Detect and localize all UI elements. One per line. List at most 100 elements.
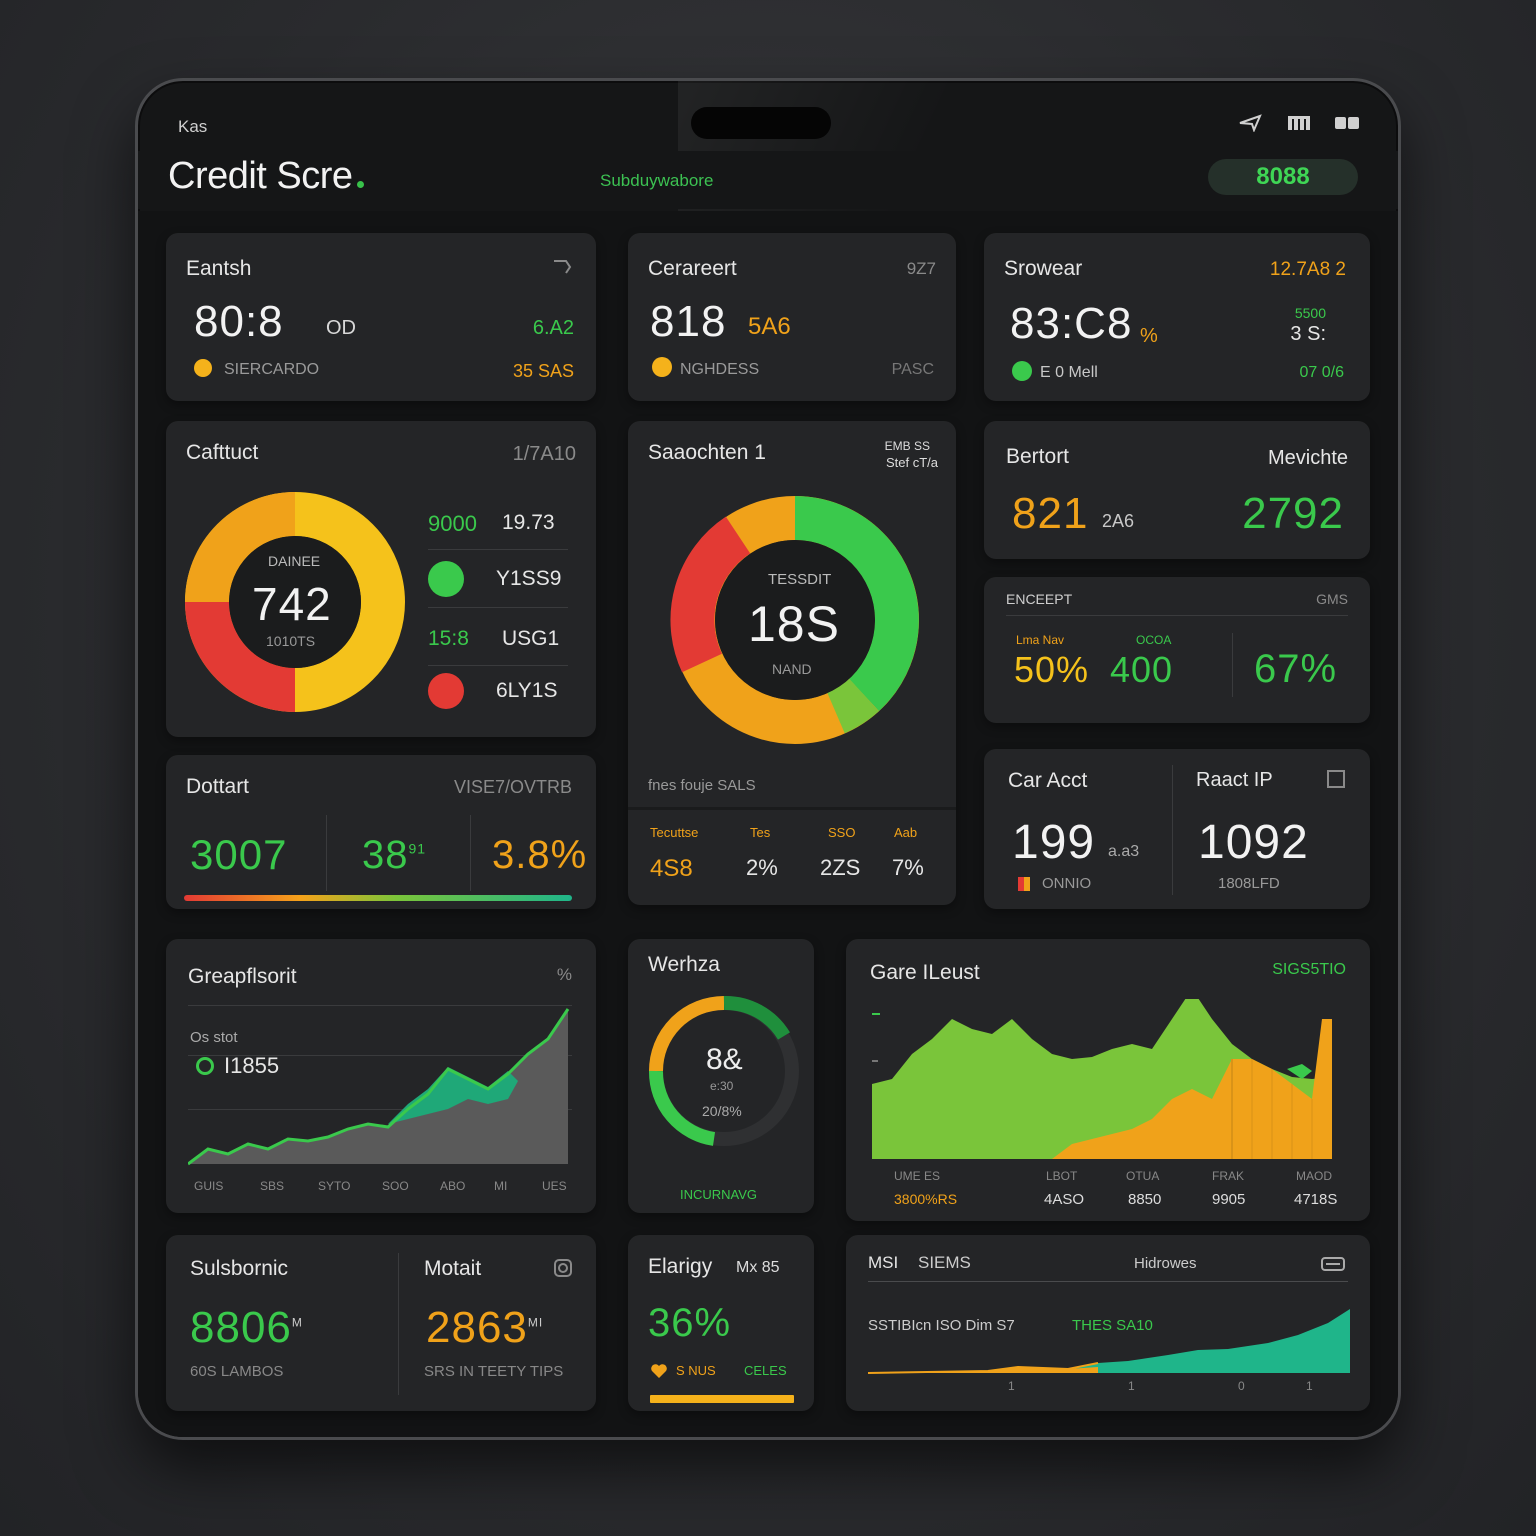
card-meta: % xyxy=(556,965,572,984)
ring-center-sub: e:30 xyxy=(710,1079,734,1093)
share-icon[interactable] xyxy=(550,255,574,279)
card-footer-value: 35 SAS xyxy=(512,361,574,381)
metric-card-13[interactable]: Sulsbornic Motait 8806M 2863MI 60S LAMBO… xyxy=(166,1235,596,1411)
value-2: 400 xyxy=(1110,649,1174,690)
settings-icon[interactable] xyxy=(552,1257,574,1279)
card-meta: VISE7/OVTRB xyxy=(453,777,572,797)
card-title: ENCEEPT xyxy=(1006,591,1073,607)
stat-value: 7% xyxy=(892,855,924,880)
card-value: 36% xyxy=(648,1301,732,1345)
trend-card[interactable]: Greapflsorit % Os stot I1855 GUIS SBS SY… xyxy=(166,939,596,1213)
area-chart xyxy=(872,999,1332,1159)
summary-card-1[interactable]: Eantsh 80:8 OD 6.A2 SIERCARDO 35 SAS xyxy=(166,233,596,401)
divider xyxy=(470,815,471,891)
chart-label: Os stot xyxy=(190,1029,238,1046)
x-tick: SBS xyxy=(260,1179,285,1193)
card-title: Saaochten 1 xyxy=(648,441,766,464)
status-bar: Kas xyxy=(138,81,1398,151)
card-meta-bottom: Stef cT/a xyxy=(885,455,938,470)
divider xyxy=(326,815,327,891)
header-subtitle[interactable]: Subduywabore xyxy=(600,171,714,190)
legend-label: SIERCARDO xyxy=(224,361,320,378)
sparkline-chart xyxy=(868,1309,1350,1374)
card-meta: Mx 85 xyxy=(736,1259,780,1276)
metric-card-8[interactable]: Dottart VISE7/OVTRB 3007 3891 3.8% xyxy=(166,755,596,909)
card-title: Greapflsorit xyxy=(188,965,297,988)
card-unit: OD xyxy=(326,317,356,339)
score-pill[interactable]: 8088 xyxy=(1208,159,1358,195)
card-value: 199 xyxy=(1012,816,1096,869)
value-1: 3007 xyxy=(190,831,288,878)
sparkline-card[interactable]: MSI SIEMS Hidrowes SSTIBIcn ISO Dim S7 T… xyxy=(846,1235,1370,1411)
x-label: MAOD xyxy=(1296,1169,1332,1183)
wifi-icon xyxy=(1288,116,1310,130)
area-chart-card[interactable]: Gare ILeust SIGS5TIO UME ES LBOT OTUA FR… xyxy=(846,939,1370,1221)
row-left: 9000 xyxy=(428,511,477,536)
gradient-bar xyxy=(184,895,572,901)
row-right: USG1 xyxy=(502,627,560,650)
x-tick: ABO xyxy=(440,1179,466,1193)
card-footer-value: PASC xyxy=(891,361,934,378)
side-value: 3 S: xyxy=(1290,323,1326,345)
caption-1: 60S LAMBOS xyxy=(190,1363,284,1380)
donut-card-1[interactable]: Cafttuct 1/7A10 DAINEE 742 1010TS 9000 1… xyxy=(166,421,596,737)
donut-card-2[interactable]: Saaochten 1 EMB SS Stef cT/a TESSDIT 18S… xyxy=(628,421,956,905)
divider xyxy=(398,1253,399,1395)
metric-card-7[interactable]: ENCEEPT GMS Lma Nav OCOA 50% 400 67% xyxy=(984,577,1370,723)
score-donut xyxy=(670,496,919,744)
x-label: LBOT xyxy=(1046,1169,1078,1183)
donut-value: 18S xyxy=(748,596,840,652)
x-tick: MI xyxy=(494,1179,508,1193)
ring-caption: INCURNAVG xyxy=(680,1187,758,1202)
stat-label: Aab xyxy=(894,825,918,840)
card-right-title: Hidrowes xyxy=(1134,1255,1197,1272)
x-label: UME ES xyxy=(894,1169,941,1183)
card-meta: 9Z7 xyxy=(906,259,936,278)
status-dot-green xyxy=(428,561,464,597)
stat-value: 4S8 xyxy=(650,855,693,882)
summary-card-3[interactable]: Srowear 12.7A8 2 83:C8 % 5500 3 S: E 0 M… xyxy=(984,233,1370,401)
checkbox-icon[interactable] xyxy=(1326,769,1346,789)
card-title: Dottart xyxy=(186,775,250,798)
caption-left: S NUS xyxy=(676,1363,716,1378)
ring-card[interactable]: Werhza 8& e:30 20/8% INCURNAVG xyxy=(628,939,814,1213)
chart-label-2: THES SA10 xyxy=(1072,1317,1153,1334)
donut-caption: fnes fouje SALS xyxy=(648,777,756,794)
card-value: 818 xyxy=(650,297,727,346)
legend-label: NGHDESS xyxy=(680,361,760,378)
value-3: 67% xyxy=(1254,647,1338,691)
card-change: 6.A2 xyxy=(532,317,574,339)
x-tick: 1 xyxy=(1128,1379,1135,1393)
card-meta: SIEMS xyxy=(918,1253,971,1272)
card-meta: GMS xyxy=(1316,591,1348,607)
x-tick: 1 xyxy=(1306,1379,1313,1393)
ring-center-bottom: 20/8% xyxy=(702,1103,742,1119)
signal-icon xyxy=(1239,114,1262,132)
progress-ring xyxy=(648,996,799,1146)
battery-icon xyxy=(1335,117,1359,129)
card-meta-top: EMB SS xyxy=(884,439,930,453)
row-right: Y1SS9 xyxy=(496,567,562,590)
page-title: Credit Scre xyxy=(168,155,364,198)
legend-marker xyxy=(1018,877,1024,891)
heart-icon xyxy=(651,1364,667,1378)
metric-card-14[interactable]: Elarigy Mx 85 36% S NUS CELES xyxy=(628,1235,814,1411)
divider xyxy=(868,1281,1348,1282)
row-right: 19.73 xyxy=(502,511,555,534)
card-right-title: Motait xyxy=(424,1257,482,1280)
card-meta: 1/7A10 xyxy=(512,443,576,465)
x-value: 4718S xyxy=(1294,1191,1338,1208)
row-divider xyxy=(428,607,568,608)
card-meta: SIGS5TIO xyxy=(1272,961,1346,978)
x-tick: SOO xyxy=(382,1179,409,1193)
caption-right: CELES xyxy=(744,1363,787,1378)
summary-card-2[interactable]: Cerareert 9Z7 818 5A6 NGHDESS PASC xyxy=(628,233,956,401)
ring-center: 8& xyxy=(706,1043,743,1076)
card-menu-icon[interactable] xyxy=(1320,1255,1346,1273)
metric-card-6[interactable]: Bertort Mevichte 821 2A6 2792 xyxy=(984,421,1370,559)
card-title: Srowear xyxy=(1004,257,1083,280)
metric-card-9[interactable]: Car Acct Raact IP 199 a.a3 ONNIO 1092 18… xyxy=(984,749,1370,909)
grid-line xyxy=(188,1109,572,1110)
tablet-device: Kas Credit Scre Subduywabore 8088 Eantsh… xyxy=(135,78,1401,1440)
x-label: OTUA xyxy=(1126,1169,1160,1183)
